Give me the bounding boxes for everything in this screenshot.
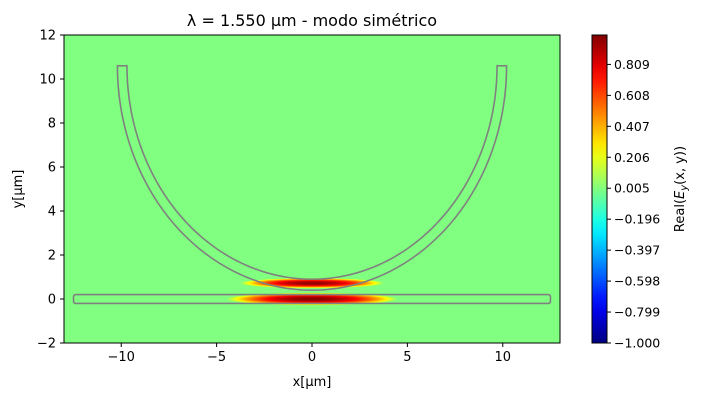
- y-tick-label: 8: [48, 117, 56, 132]
- colorbar-tick-label: 0.809: [614, 57, 650, 72]
- x-tick-label: −5: [207, 350, 226, 365]
- plot-background: [64, 35, 560, 343]
- field-lobe: [226, 292, 398, 306]
- waveguide-outlines: [72, 65, 552, 305]
- y-axis-label: y[μm]: [11, 170, 26, 209]
- colorbar-tick-label: 0.608: [614, 88, 650, 103]
- chart-title: λ = 1.550 μm - modo simétrico: [187, 11, 437, 30]
- straight-waveguide-outline: [72, 293, 552, 305]
- colorbar-tick-label: 0.407: [614, 119, 650, 134]
- colorbar-ticks: 0.809 0.608 0.407 0.206 0.005 −0.196 −0.397 −0.…: [607, 57, 660, 351]
- colorbar-tick-label: −1.000: [614, 336, 660, 351]
- y-tick-label: 0: [48, 293, 56, 308]
- x-tick-label: 10: [494, 350, 511, 365]
- colorbar-tick-label: 0.005: [614, 181, 650, 196]
- colorbar-tick-label: −0.196: [614, 212, 660, 227]
- x-tick-label: 5: [403, 350, 411, 365]
- y-tick-label: 4: [48, 205, 56, 220]
- x-axis: −10 −5 0 5 10: [108, 343, 511, 365]
- plot-area: [63, 34, 561, 344]
- x-axis-label: x[μm]: [293, 375, 332, 390]
- colorbar-label: Real(Ey(x, y)): [673, 146, 690, 232]
- field-lobe: [239, 278, 385, 289]
- colorbar-tick-label: 0.206: [614, 150, 650, 165]
- x-tick-label: 0: [308, 350, 316, 365]
- colorbar-gradient: [591, 34, 608, 344]
- field-heatmap: [226, 278, 398, 306]
- y-tick-label: 6: [48, 161, 56, 176]
- y-tick-label: 12: [39, 29, 56, 44]
- colorbar-tick-label: −0.598: [614, 274, 660, 289]
- colorbar-tick-label: −0.397: [614, 243, 660, 258]
- ring-waveguide-outline: [116, 65, 508, 291]
- y-tick-label: 10: [39, 73, 56, 88]
- y-axis: −2 0 2 4 6 8 10 12: [37, 29, 64, 352]
- y-tick-label: 2: [48, 249, 56, 264]
- colorbar: 0.809 0.608 0.407 0.206 0.005 −0.196 −0.397 −0.…: [591, 34, 690, 351]
- y-tick-label: −2: [37, 337, 56, 352]
- x-tick-label: −10: [108, 350, 135, 365]
- colorbar-tick-label: −0.799: [614, 305, 660, 320]
